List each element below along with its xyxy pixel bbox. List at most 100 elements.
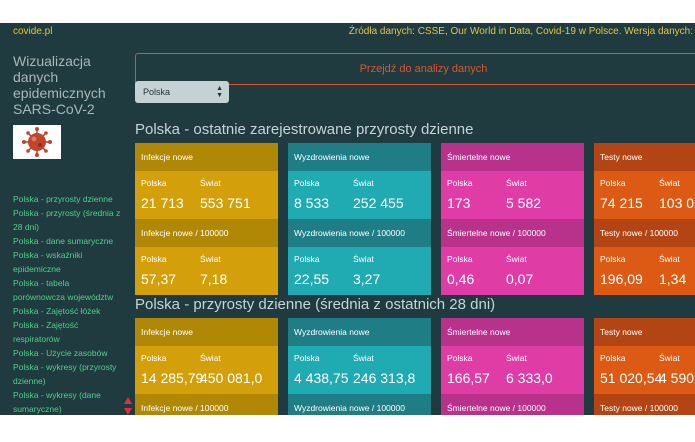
stat-card: Wyzdrowienia nowe Polska Świat 4 438,75 …	[288, 318, 431, 415]
card-subheader: Wyzdrowienia nowe / 100000	[288, 394, 431, 415]
sidebar-item[interactable]: Polska - przyrosty (średnia z 28 dni)	[13, 208, 121, 232]
stat-card: Infekcje nowe Polska Świat 14 285,79 450…	[135, 318, 278, 415]
label-world: Świat	[353, 178, 374, 188]
per100k-world: 7,18	[200, 271, 228, 287]
main-content: Przejdź do analizy danych Polska ▲ ▼ Pols…	[135, 41, 695, 415]
stat-card: Testy nowe Polska Świat 51 020,54 4 590 …	[594, 318, 695, 415]
card-header: Testy nowe	[594, 143, 695, 171]
value-poland: 14 285,79	[141, 370, 204, 386]
sidebar-nav: Polska - przyrosty dzienne Polska - przy…	[13, 192, 121, 415]
card-sub-body: Polska Świat 0,46 0,07	[441, 247, 584, 295]
per100k-poland: 196,09	[600, 271, 643, 287]
scroll-arrows-icon[interactable]	[123, 396, 133, 415]
sidebar-title: Wizualizacja danych epidemicznych SARS-C…	[13, 53, 106, 117]
card-header: Śmiertelne nowe	[441, 143, 584, 171]
card-subheader: Testy nowe / 100000	[594, 219, 695, 247]
card-subheader: Testy nowe / 100000	[594, 394, 695, 415]
label-poland: Polska	[600, 254, 626, 264]
card-header: Infekcje nowe	[135, 318, 278, 346]
label-world: Świat	[200, 254, 221, 264]
label-world: Świat	[659, 178, 680, 188]
card-header: Testy nowe	[594, 318, 695, 346]
value-world: 103 026	[659, 195, 695, 211]
card-header: Wyzdrowienia nowe	[288, 318, 431, 346]
country-select[interactable]: Polska ▲ ▼	[135, 81, 229, 103]
card-subheader: Infekcje nowe / 100000	[135, 219, 278, 247]
card-subheader: Infekcje nowe / 100000	[135, 394, 278, 415]
label-poland: Polska	[141, 254, 167, 264]
label-poland: Polska	[294, 178, 320, 188]
sidebar-item[interactable]: Polska - Zajętość łóżek	[13, 306, 101, 316]
card-sub-body: Polska Świat 196,09 1,34	[594, 247, 695, 295]
per100k-poland: 0,46	[447, 271, 475, 287]
card-body: Polska Świat 173 5 582	[441, 171, 584, 219]
stat-card: Testy nowe Polska Świat 74 215 103 026 T…	[594, 143, 695, 295]
label-poland: Polska	[447, 254, 473, 264]
data-sources-text: Źródła danych: CSSE, Our World in Data, …	[348, 26, 693, 37]
label-poland: Polska	[600, 353, 626, 363]
section-title-average: Polska - przyrosty dzienne (średnia z os…	[135, 296, 496, 313]
card-body: Polska Świat 51 020,54 4 590 4	[594, 346, 695, 394]
card-body: Polska Świat 166,57 6 333,0	[441, 346, 584, 394]
card-header: Śmiertelne nowe	[441, 318, 584, 346]
value-world: 252 455	[353, 195, 404, 211]
sidebar-item[interactable]: Polska - wykresy (dane sumaryczne)	[13, 390, 101, 414]
per100k-world: 3,27	[353, 271, 381, 287]
value-world: 6 333,0	[506, 370, 553, 386]
card-sub-body: Polska Świat 57,37 7,18	[135, 247, 278, 295]
label-poland: Polska	[294, 353, 320, 363]
label-world: Świat	[353, 254, 374, 264]
sidebar-item[interactable]: Polska - wykresy (przyrosty dzienne)	[13, 362, 117, 386]
top-bar: covide.pl Źródła danych: CSSE, Our World…	[0, 23, 695, 41]
stat-card: Śmiertelne nowe Polska Świat 173 5 582 Ś…	[441, 143, 584, 295]
card-header: Infekcje nowe	[135, 143, 278, 171]
value-world: 553 751	[200, 195, 251, 211]
app-window: covide.pl Źródła danych: CSSE, Our World…	[0, 23, 695, 415]
card-body: Polska Świat 21 713 553 751	[135, 171, 278, 219]
value-poland: 74 215	[600, 195, 643, 211]
value-poland: 166,57	[447, 370, 490, 386]
sidebar-item[interactable]: Polska - dane sumaryczne	[13, 236, 114, 246]
sidebar-item[interactable]: Polska - tabela porównowcza województw	[13, 278, 114, 302]
value-poland: 4 438,75	[294, 370, 349, 386]
card-subheader: Śmiertelne nowe / 100000	[441, 219, 584, 247]
label-poland: Polska	[600, 178, 626, 188]
per100k-world: 0,07	[506, 271, 534, 287]
label-poland: Polska	[141, 178, 167, 188]
stat-card: Infekcje nowe Polska Świat 21 713 553 75…	[135, 143, 278, 295]
label-poland: Polska	[447, 178, 473, 188]
label-world: Świat	[200, 178, 221, 188]
per100k-poland: 22,55	[294, 271, 330, 287]
label-world: Świat	[200, 353, 221, 363]
card-body: Polska Świat 74 215 103 026	[594, 171, 695, 219]
value-world: 450 081,0	[200, 370, 263, 386]
value-world: 246 313,8	[353, 370, 416, 386]
stat-card: Śmiertelne nowe Polska Świat 166,57 6 33…	[441, 318, 584, 415]
label-world: Świat	[506, 254, 527, 264]
label-world: Świat	[506, 178, 527, 188]
sidebar-item[interactable]: Polska - przyrosty dzienne	[13, 194, 113, 204]
label-poland: Polska	[294, 254, 320, 264]
stat-card: Wyzdrowienia nowe Polska Świat 8 533 252…	[288, 143, 431, 295]
sidebar-item[interactable]: Polska - Zajętość respiratorów	[13, 320, 79, 344]
country-select-value: Polska	[143, 87, 171, 97]
section-title-latest: Polska - ostatnie zarejestrowane przyros…	[135, 121, 474, 138]
label-world: Świat	[506, 353, 527, 363]
label-poland: Polska	[447, 353, 473, 363]
coronavirus-icon	[13, 125, 61, 159]
value-world: 4 590 4	[659, 370, 695, 386]
value-poland: 51 020,54	[600, 370, 663, 386]
value-poland: 8 533	[294, 195, 330, 211]
card-subheader: Wyzdrowienia nowe / 100000	[288, 219, 431, 247]
sidebar-item[interactable]: Polska - wskaźniki epidemiczne	[13, 250, 83, 274]
per100k-world: 1,34	[659, 271, 687, 287]
card-body: Polska Świat 14 285,79 450 081,0	[135, 346, 278, 394]
select-caret-icon: ▲ ▼	[216, 85, 223, 99]
value-poland: 21 713	[141, 195, 184, 211]
sidebar-item[interactable]: Polska - Użycie zasobów	[13, 348, 108, 358]
label-world: Świat	[659, 254, 680, 264]
analysis-button[interactable]: Przejdź do analizy danych	[135, 53, 695, 85]
brand-link[interactable]: covide.pl	[13, 26, 53, 37]
per100k-poland: 57,37	[141, 271, 177, 287]
card-header: Wyzdrowienia nowe	[288, 143, 431, 171]
